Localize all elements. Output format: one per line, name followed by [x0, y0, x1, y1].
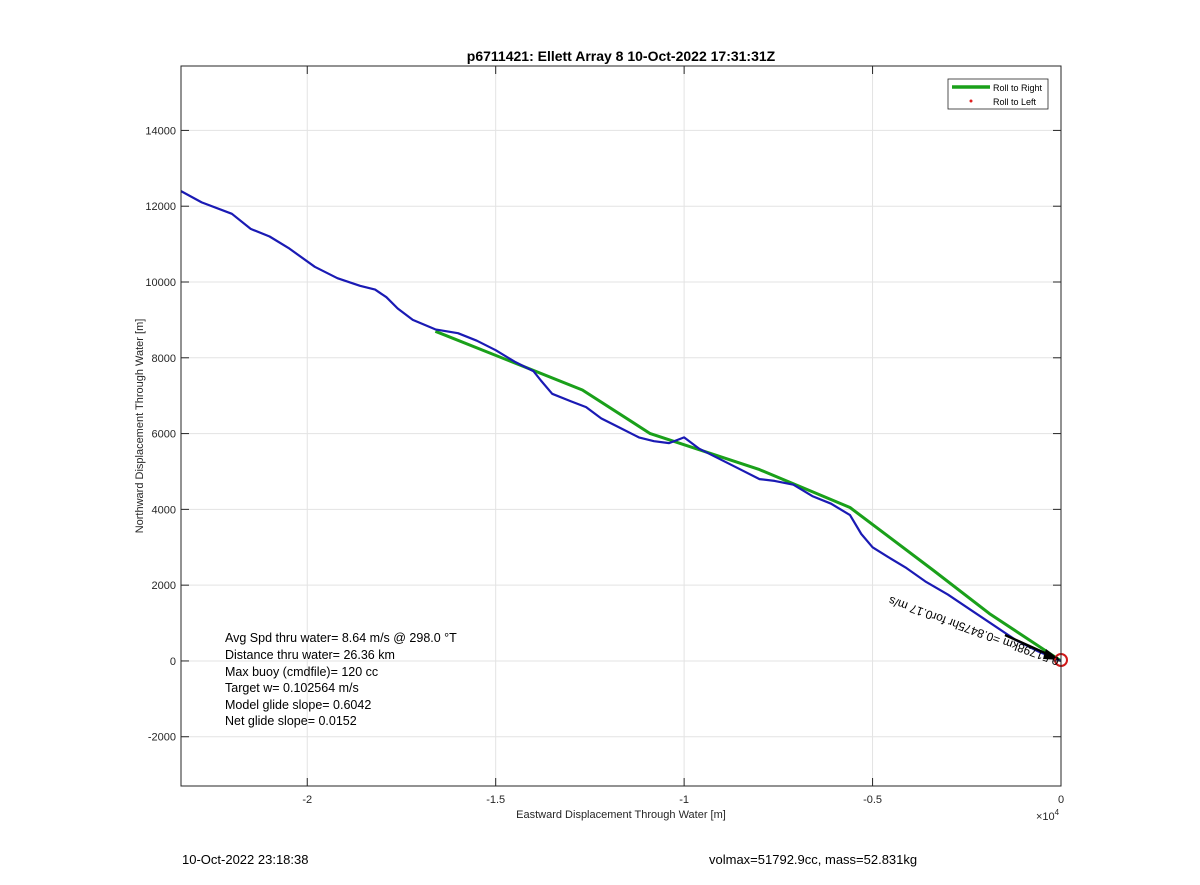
series-layer: [181, 190, 1061, 663]
stat-model-glide: Model glide slope= 0.6042: [225, 698, 371, 712]
drift-label: 0.51798km =0.8475hr for0.17 m/s: [887, 593, 1061, 668]
x-tick-label: -1: [679, 794, 689, 806]
x-tick-label: -2: [302, 794, 312, 806]
stat-avg-speed: Avg Spd thru water= 8.64 m/s @ 298.0 °T: [225, 631, 457, 645]
legend-label-roll-left: Roll to Left: [993, 97, 1037, 107]
y-tick-label: -2000: [148, 732, 176, 744]
x-tick-label: -0.5: [863, 794, 882, 806]
legend: Roll to Right Roll to Left: [947, 78, 1049, 110]
y-tick-label: 2000: [152, 580, 176, 592]
y-axis-label: Northward Displacement Through Water [m]: [134, 319, 146, 534]
y-tick-label: 10000: [145, 277, 176, 289]
chart-title: p6711421: Ellett Array 8 10-Oct-2022 17:…: [467, 48, 776, 64]
stats-block: Avg Spd thru water= 8.64 m/s @ 298.0 °T …: [225, 631, 457, 728]
stat-target-w: Target w= 0.102564 m/s: [225, 681, 359, 695]
x-tick-label: 0: [1058, 794, 1064, 806]
x-exponent-power: 4: [1055, 808, 1060, 817]
y-tick-label: 14000: [145, 125, 176, 137]
stat-distance: Distance thru water= 26.36 km: [225, 648, 395, 662]
stat-net-glide: Net glide slope= 0.0152: [225, 714, 357, 728]
footer-date: 10-Oct-2022 23:18:38: [182, 852, 309, 867]
x-tick-label: -1.5: [486, 794, 505, 806]
y-tick-label: 8000: [152, 353, 176, 365]
legend-label-roll-right: Roll to Right: [993, 83, 1043, 93]
x-exponent-base: ×10: [1036, 811, 1055, 823]
y-tick-label: 4000: [152, 504, 176, 516]
plot-frame: [180, 65, 1062, 787]
series-roll-right-line: [434, 329, 1061, 663]
axis-ticks: -2 -1.5 -1 -0.5 0 -2000 0 2000 4000 6000 8000 10000…: [145, 66, 1064, 806]
legend-swatch-roll-left: [969, 99, 973, 103]
series-track-line: [181, 190, 1061, 662]
legend-box: [947, 78, 1049, 110]
footer-vol-mass: volmax=51792.9cc, mass=52.831kg: [709, 852, 918, 867]
y-tick-label: 12000: [145, 201, 176, 213]
stat-max-buoy: Max buoy (cmdfile)= 120 cc: [225, 665, 378, 679]
x-axis-label: Eastward Displacement Through Water [m]: [516, 809, 726, 821]
y-tick-label: 6000: [152, 429, 176, 441]
y-tick-label: 0: [170, 656, 176, 668]
x-exponent: ×104: [1036, 808, 1060, 823]
